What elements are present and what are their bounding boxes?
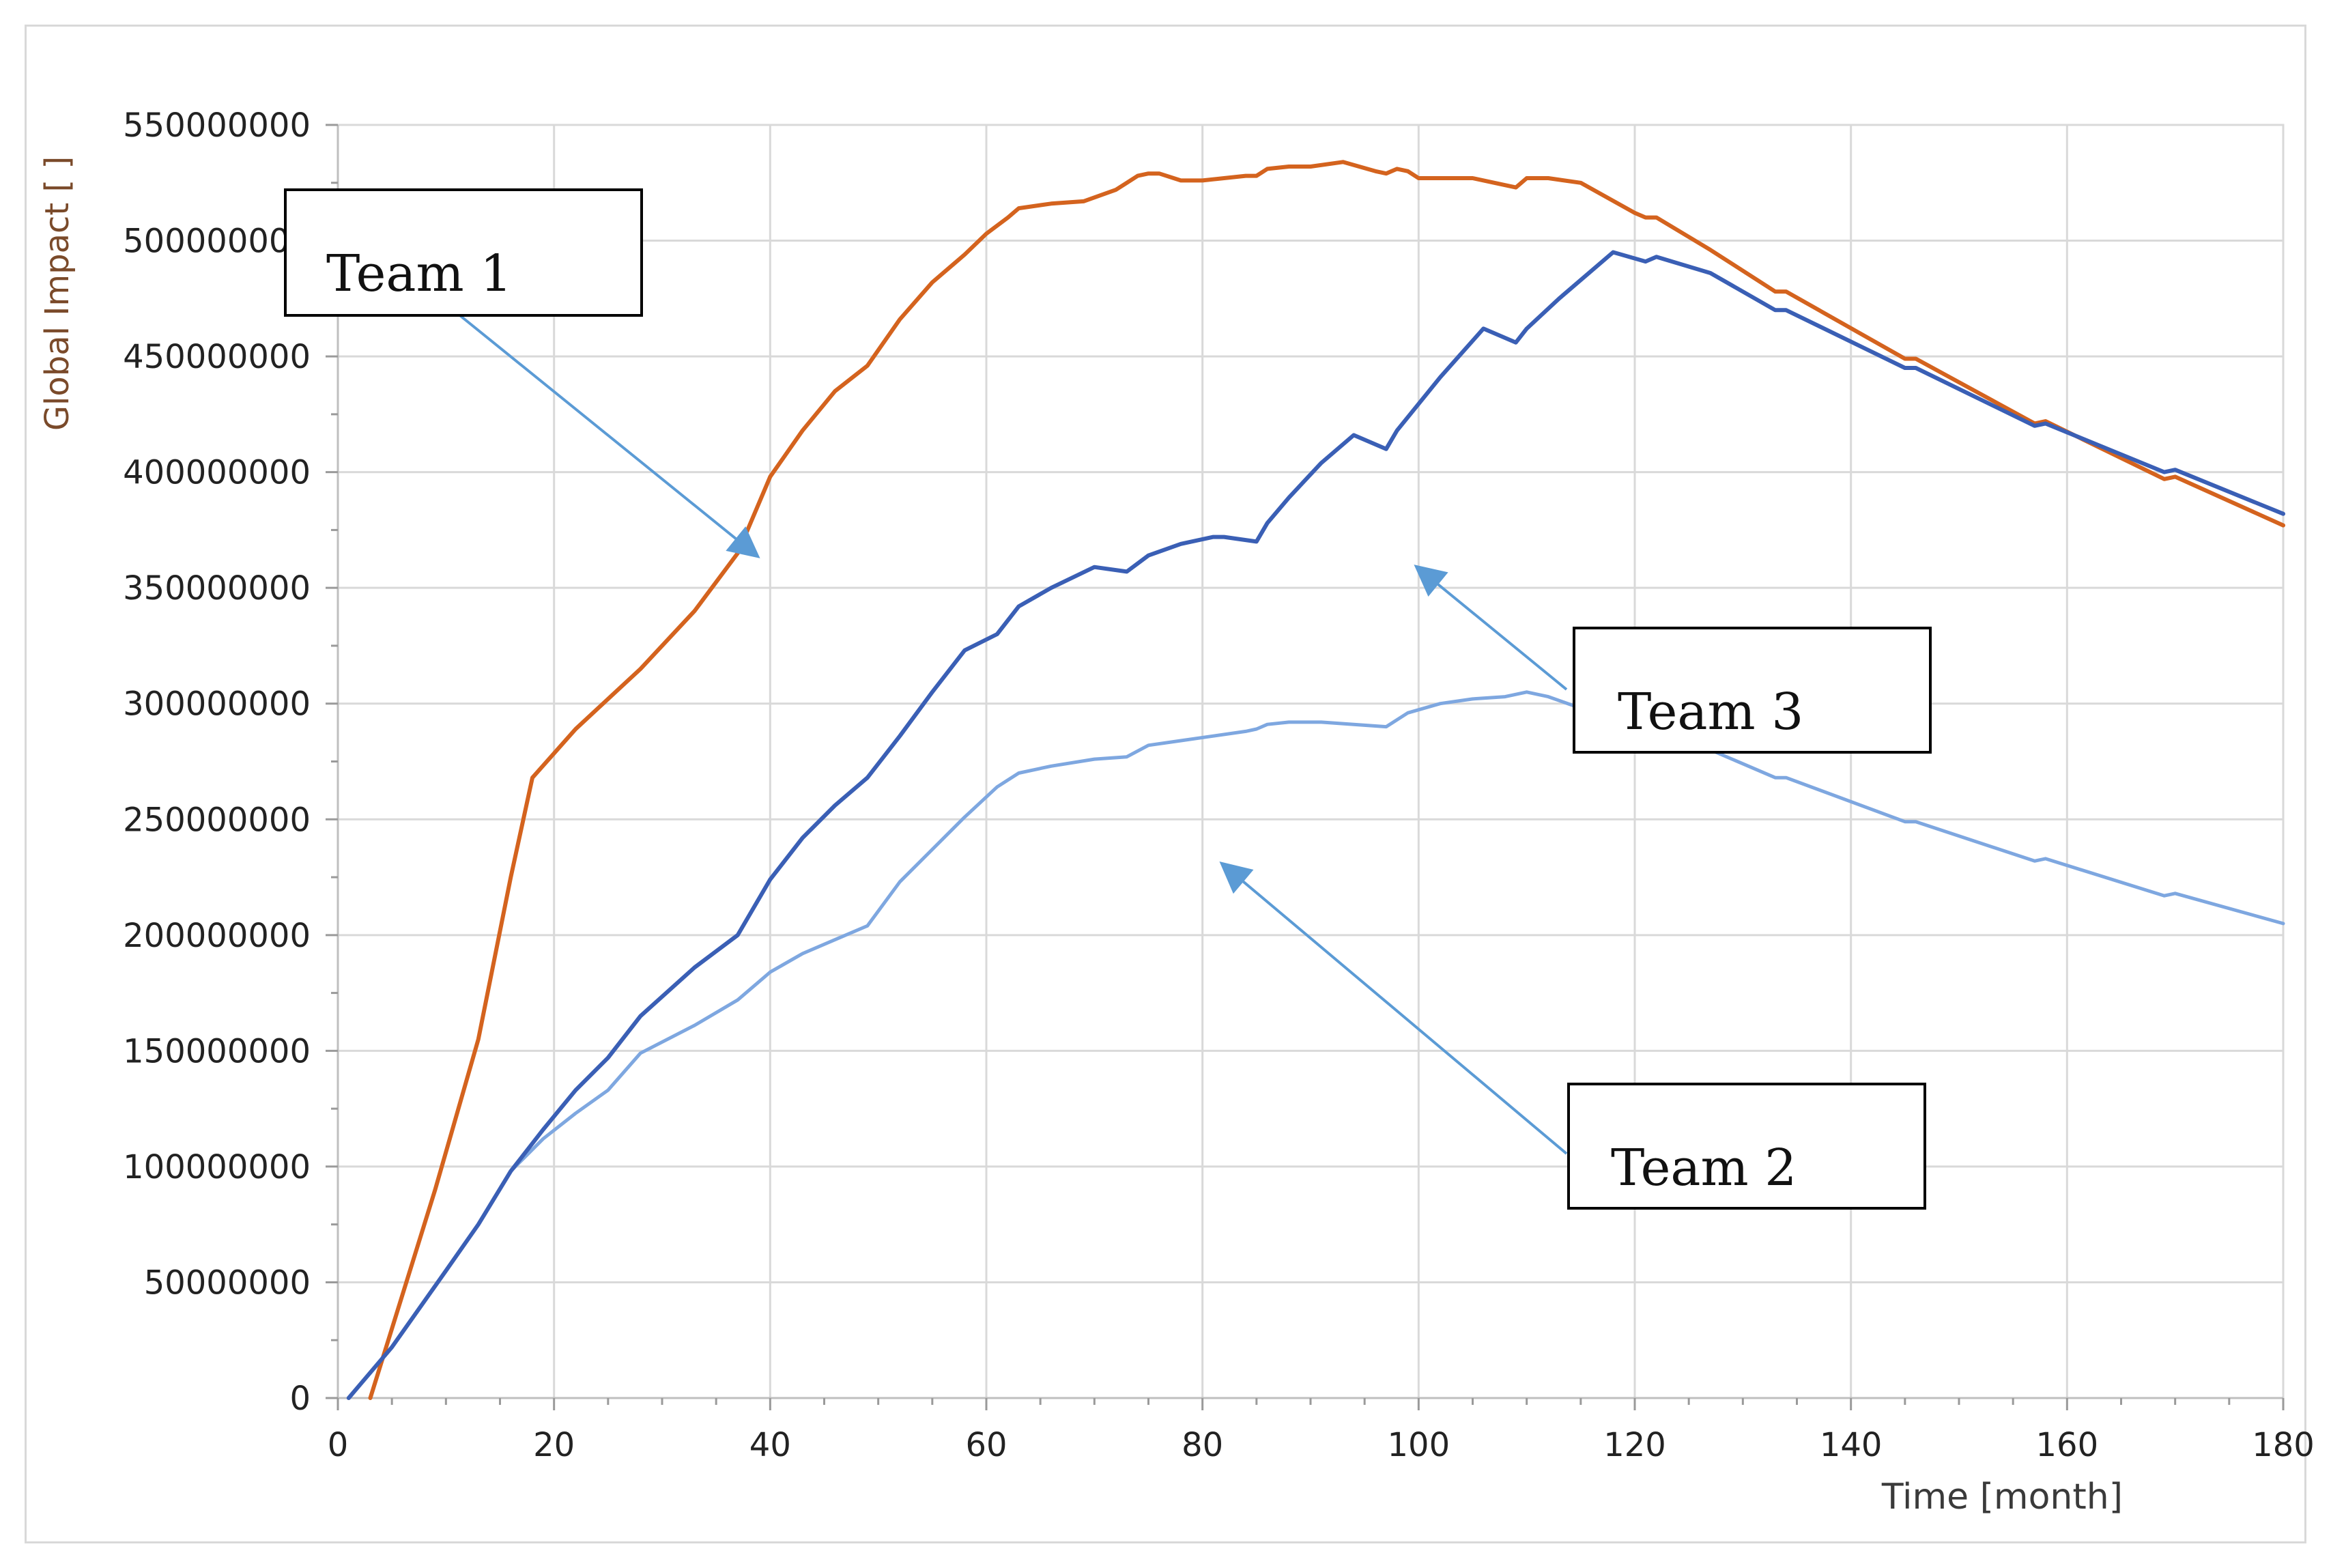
y-tick-label: 0 xyxy=(289,1380,311,1418)
grid xyxy=(337,124,2285,1399)
team-2-arrow xyxy=(1219,861,1568,1155)
team-3-callout-box xyxy=(1573,627,1932,754)
team-2-line xyxy=(347,690,2285,1400)
x-tick-label: 60 xyxy=(965,1426,1007,1464)
y-tick-label: 300000000 xyxy=(123,685,311,724)
tick-labels: 0 20 40 60 80 100 120 140 160 180 0 50000000 1000000… xyxy=(123,106,2315,1464)
x-tick-label: 180 xyxy=(2252,1426,2315,1464)
y-tick-label: 550000000 xyxy=(123,106,311,145)
x-axis-title: Time [month] xyxy=(1881,1477,2123,1517)
y-tick-label: 200000000 xyxy=(123,917,311,955)
x-tick-label: 140 xyxy=(1820,1426,1883,1464)
x-tick-label: 40 xyxy=(749,1426,791,1464)
team-3-callout-label: Team 3 xyxy=(1618,683,1803,741)
y-tick-label: 400000000 xyxy=(123,454,311,492)
x-tick-label: 120 xyxy=(1603,1426,1666,1464)
team-2-callout-box xyxy=(1567,1083,1926,1210)
plot-area xyxy=(337,124,2285,1399)
team-1-line xyxy=(368,160,2285,1400)
team-1-arrow xyxy=(453,309,760,558)
x-tick-label: 20 xyxy=(533,1426,575,1464)
y-axis-title: Global Impact [ ] xyxy=(38,156,76,431)
team-2-callout-label: Team 2 xyxy=(1611,1139,1797,1197)
axes xyxy=(326,124,2285,1410)
annotations: Team 1 Team 3 Team 2 xyxy=(284,188,1932,1210)
y-tick-label: 350000000 xyxy=(123,569,311,608)
y-tick-label: 150000000 xyxy=(123,1032,311,1070)
y-tick-label: 500000000 xyxy=(123,223,311,261)
y-tick-label: 100000000 xyxy=(123,1148,311,1186)
team-1-callout-box xyxy=(284,188,643,317)
team-3-arrow xyxy=(1414,565,1568,691)
x-tick-label: 100 xyxy=(1388,1426,1450,1464)
team-3-line xyxy=(346,250,2285,1400)
y-tick-label: 250000000 xyxy=(123,801,311,839)
x-tick-label: 0 xyxy=(328,1426,349,1464)
y-tick-label: 450000000 xyxy=(123,338,311,376)
team-1-callout-label: Team 1 xyxy=(326,244,512,303)
x-tick-label: 80 xyxy=(1182,1426,1223,1464)
series-layer xyxy=(346,160,2285,1400)
x-tick-label: 160 xyxy=(2036,1426,2099,1464)
y-tick-label: 50000000 xyxy=(144,1264,311,1302)
